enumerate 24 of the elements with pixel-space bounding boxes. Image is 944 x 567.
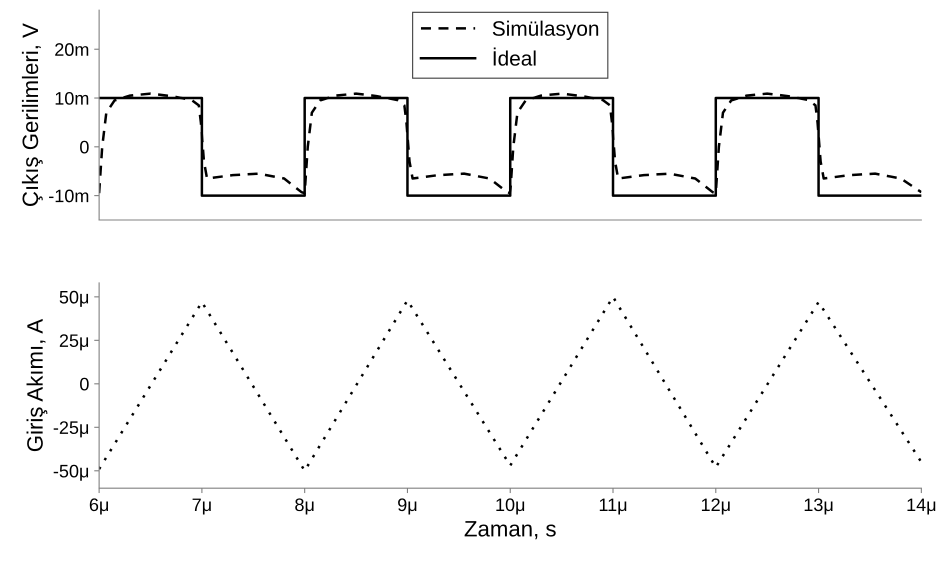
y-tick-label: 25μ	[60, 334, 88, 350]
x-tick-label: 13μ	[804, 498, 832, 514]
x-tick-label: 12μ	[702, 498, 730, 514]
legend-label: İdeal	[494, 48, 536, 66]
legend-label: Simülasyon	[492, 20, 598, 40]
y-tick-label: 0	[80, 378, 89, 391]
x-tick-label: 6μ	[90, 498, 108, 514]
y-axis-title: Giriş Akımı, A	[26, 318, 48, 452]
x-tick-label: 8μ	[295, 498, 314, 514]
x-tick-label: 11μ	[600, 498, 626, 514]
y-tick-label: -10m	[49, 190, 88, 202]
y-tick-label: 20m	[55, 43, 88, 56]
y-tick-label: 50μ	[60, 290, 88, 307]
y-tick-label: -25μ	[54, 421, 88, 438]
x-tick-label: 7μ	[192, 498, 211, 514]
x-tick-label: 10μ	[496, 498, 524, 514]
y-tick-label: 0	[80, 140, 89, 154]
x-tick-label: 9μ	[398, 498, 416, 514]
y-tick-label: 10m	[56, 92, 88, 105]
x-axis-title: Zaman, s	[464, 521, 556, 540]
y-tick-label: -50μ	[54, 464, 88, 481]
x-tick-label: 14μ	[907, 498, 936, 514]
y-axis-title: Çıkış Gerilimleri, V	[22, 23, 43, 206]
line-series	[99, 296, 922, 472]
